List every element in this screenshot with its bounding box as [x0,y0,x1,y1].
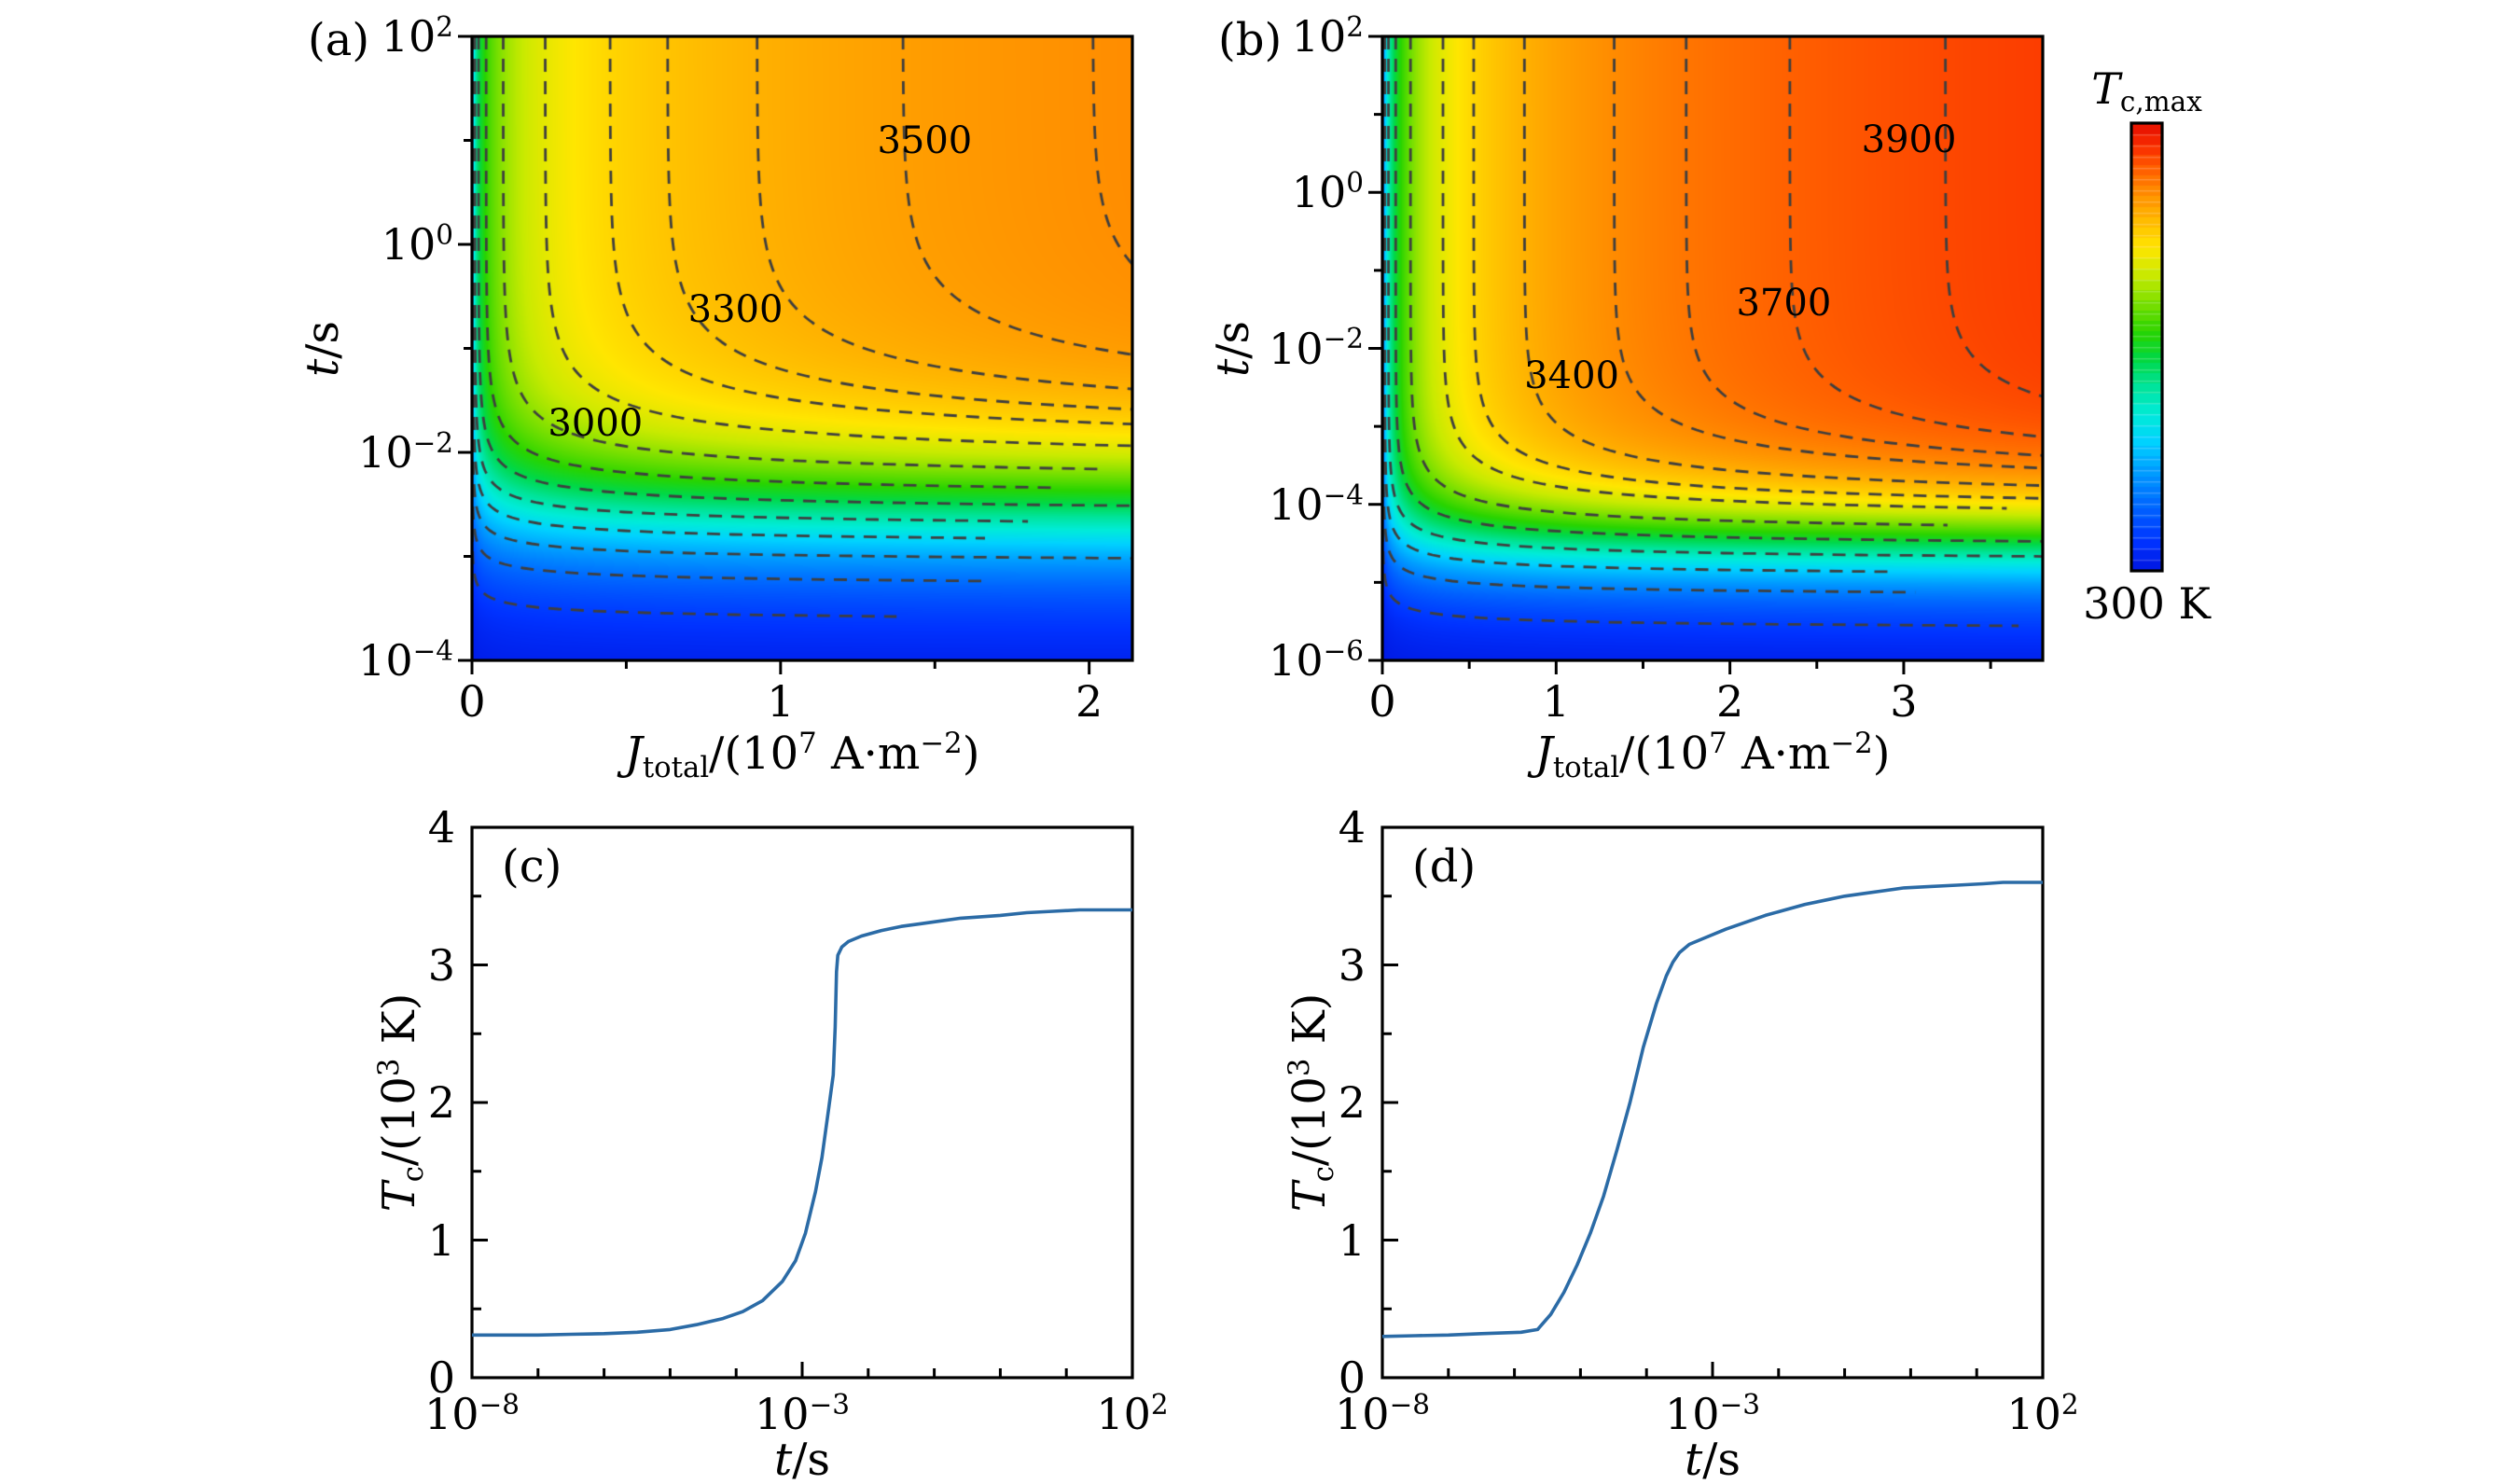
x-tick-label: 2 [1075,676,1103,727]
temperature-curve-d [1381,881,2043,1338]
y-tick-label: 3 [1338,939,1366,991]
y-tick-label: 10−4 [358,634,453,686]
contour-value-label: 3700 [1736,282,1832,325]
contour-value-label: 3900 [1861,118,1957,162]
y-tick-label: 0 [1338,1352,1366,1403]
x-axis-label-d: t/s [1684,1434,1741,1484]
x-tick-label: 10−8 [424,1388,520,1439]
panel-letter-c: (c) [502,840,562,893]
y-tick-label: 3 [427,939,455,991]
y-tick-label: 4 [1338,802,1366,853]
x-tick-label: 1 [1542,676,1570,727]
heatmap-a-canvas [472,36,1132,660]
x-tick-label: 2 [1715,676,1744,727]
colorbar-min-label: 300 K [2083,578,2211,629]
y-tick-label: 10−2 [1269,323,1364,374]
colorbar-gradient [2131,123,2162,571]
y-axis-label-d: Tc/(103 K) [1283,992,1340,1213]
x-tick-label: 102 [2006,1388,2079,1439]
y-axis-label-a: t/s [297,320,349,377]
x-tick-label: 3 [1890,676,1918,727]
x-tick-label: 0 [458,676,486,727]
heatmap-b-canvas [1382,36,2043,660]
y-tick-label: 0 [427,1352,455,1403]
panel-letter-d: (d) [1412,840,1477,893]
x-tick-label: 0 [1368,676,1396,727]
y-tick-label: 100 [381,218,453,270]
y-tick-label: 10−6 [1269,634,1364,686]
x-axis-label-b: Jtotal/(107 A·m−2) [1534,727,1891,784]
temperature-curve-c [472,908,1132,1338]
y-tick-label: 2 [1338,1077,1366,1128]
colorbar-max-label: Tc,max [2091,63,2202,118]
panel-letter-a: (a) [308,14,370,66]
x-tick-label: 1 [767,676,795,727]
y-tick-label: 100 [1291,167,1364,218]
contour-value-label: 3500 [877,118,973,162]
y-axis-label-b: t/s [1207,320,1259,377]
x-axis-label-a: Jtotal/(107 A·m−2) [624,727,980,784]
colorbar-frame [2129,121,2164,573]
x-tick-label: 10−8 [1335,1388,1430,1439]
y-axis-label-c: Tc/(103 K) [372,992,430,1213]
y-tick-label: 4 [427,802,455,853]
linechart-frame-d [1380,825,2045,1380]
x-tick-label: 10−3 [1665,1388,1760,1439]
contour-value-label: 3300 [687,287,784,331]
y-tick-label: 102 [1291,10,1364,62]
x-tick-label: 10−3 [755,1388,850,1439]
y-tick-label: 1 [427,1214,455,1266]
contour-value-label: 3400 [1524,354,1619,398]
panel-letter-b: (b) [1218,14,1283,66]
contour-value-label: 3000 [548,401,644,445]
y-tick-label: 10−2 [358,426,453,478]
x-tick-label: 102 [1096,1388,1169,1439]
x-axis-label-c: t/s [773,1434,831,1484]
y-tick-label: 10−4 [1269,478,1364,530]
linechart-frame-c [470,825,1134,1380]
heatmap-frame-a [470,35,1134,662]
y-tick-label: 2 [427,1077,455,1128]
y-tick-label: 102 [381,10,453,62]
y-tick-label: 1 [1338,1214,1366,1266]
